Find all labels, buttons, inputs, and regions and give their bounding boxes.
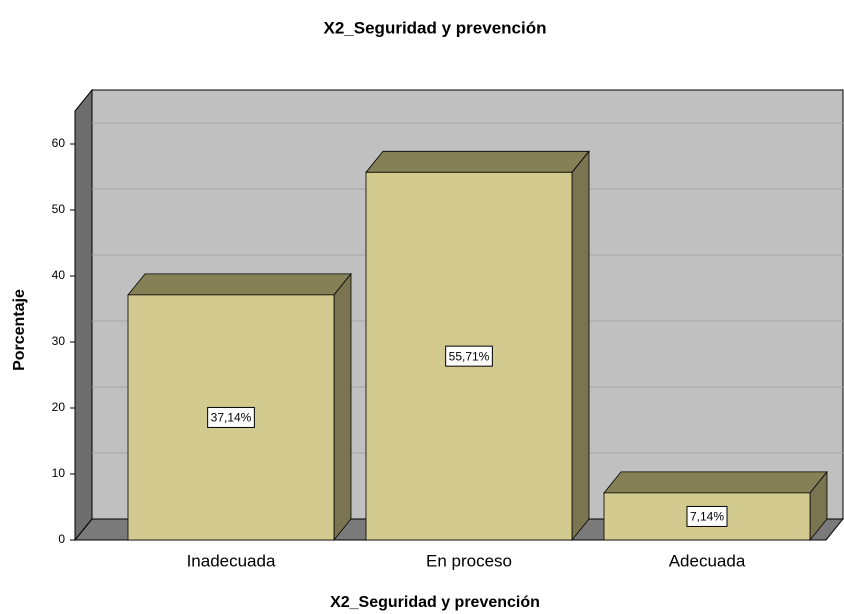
value-label-box <box>686 505 728 527</box>
y-tick-label: 20 <box>52 400 66 414</box>
y-axis-title: Porcentaje <box>11 289 28 371</box>
bar-side <box>571 150 590 542</box>
value-label: 7,14% <box>690 510 724 524</box>
value-label-box <box>445 345 493 367</box>
bar-top <box>603 471 828 494</box>
left-wall <box>74 88 93 542</box>
y-tick-label: 0 <box>58 532 65 546</box>
x-tick-label: Adecuada <box>669 551 746 570</box>
value-label: 55,71% <box>449 349 490 363</box>
bar-top <box>127 273 352 296</box>
bar-top <box>365 150 590 173</box>
y-tick-label: 30 <box>52 334 66 348</box>
y-tick-label: 10 <box>52 466 66 480</box>
chart-title: X2_Seguridad y prevención <box>324 18 547 37</box>
bar-side <box>333 272 352 542</box>
x-axis-title: X2_Seguridad y prevención <box>330 594 540 611</box>
x-tick-label: En proceso <box>426 551 512 570</box>
value-label-box <box>207 406 255 428</box>
y-tick-label: 50 <box>52 202 66 216</box>
y-tick-label: 40 <box>52 268 66 282</box>
y-tick-label: 60 <box>52 136 66 150</box>
x-tick-label: Inadecuada <box>187 551 276 570</box>
value-label: 37,14% <box>211 411 252 425</box>
